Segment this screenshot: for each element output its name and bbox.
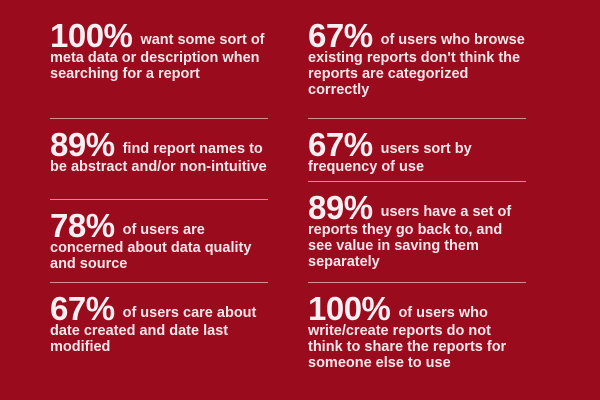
stat-text: of users care about date created and dat…	[50, 305, 257, 355]
stat-item: 100% of users who write/create reports d…	[308, 292, 526, 383]
stat-percent: 89%	[308, 189, 373, 226]
stat-item: 67% of users who browse existing reports…	[308, 19, 526, 119]
stat-percent: 89%	[50, 126, 115, 163]
stat-item: 67% users sort by frequency of use	[308, 128, 526, 182]
stat-percent: 100%	[50, 17, 133, 54]
stat-percent: 78%	[50, 207, 115, 244]
stat-percent: 67%	[50, 290, 115, 327]
stat-item: 78% of users are concerned about data qu…	[50, 209, 268, 283]
stat-percent: 67%	[308, 126, 373, 163]
stat-text: want some sort of meta data or descripti…	[50, 32, 265, 82]
stat-text: users have a set of reports they go back…	[308, 204, 512, 270]
stat-percent: 100%	[308, 290, 391, 327]
stat-text: users sort by frequency of use	[308, 141, 472, 175]
stat-text: of users are concerned about data qualit…	[50, 222, 252, 272]
stat-text: of users who write/create reports do not…	[308, 305, 507, 371]
stat-text: find report names to be abstract and/or …	[50, 141, 267, 175]
stat-item: 100% want some sort of meta data or desc…	[50, 19, 268, 119]
stat-item: 89% find report names to be abstract and…	[50, 128, 268, 200]
stat-item: 89% users have a set of reports they go …	[308, 191, 526, 283]
stat-percent: 67%	[308, 17, 373, 54]
left-column: 100% want some sort of meta data or desc…	[50, 19, 268, 400]
right-column: 67% of users who browse existing reports…	[308, 19, 526, 400]
stat-item: 67% of users care about date created and…	[50, 292, 268, 365]
stat-text: of users who browse existing reports don…	[308, 32, 525, 98]
